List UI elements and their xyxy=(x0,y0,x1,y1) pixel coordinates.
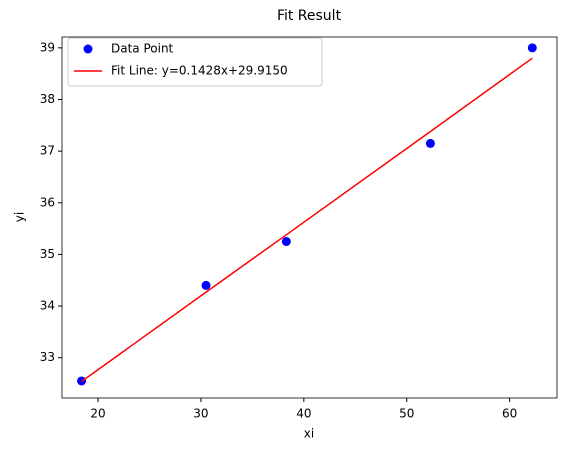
x-tick-label: 30 xyxy=(193,407,208,421)
chart-title: Fit Result xyxy=(277,8,342,24)
legend-marker xyxy=(83,44,93,54)
y-tick-label: 34 xyxy=(40,299,55,313)
y-axis-label: yi xyxy=(13,212,27,222)
legend-box xyxy=(67,37,323,87)
legend-label: Data Point xyxy=(111,42,174,56)
data-point xyxy=(281,237,291,247)
x-tick-label: 40 xyxy=(296,407,311,421)
y-tick-label: 38 xyxy=(40,92,55,106)
y-tick-label: 35 xyxy=(40,247,55,261)
plot-frame xyxy=(61,36,558,399)
y-tick-label: 37 xyxy=(40,144,55,158)
y-tick-label: 33 xyxy=(40,350,55,364)
legend-label: Fit Line: y=0.1428x+29.9150 xyxy=(111,64,288,78)
data-point xyxy=(201,280,211,290)
x-tick-label: 20 xyxy=(90,407,105,421)
data-point xyxy=(527,43,537,53)
y-tick-label: 39 xyxy=(40,40,55,54)
data-point xyxy=(425,138,435,148)
y-tick-label: 36 xyxy=(40,195,55,209)
x-axis-label: xi xyxy=(304,427,314,441)
x-tick-label: 50 xyxy=(399,407,414,421)
x-tick-label: 60 xyxy=(502,407,517,421)
fit-line xyxy=(81,57,533,383)
